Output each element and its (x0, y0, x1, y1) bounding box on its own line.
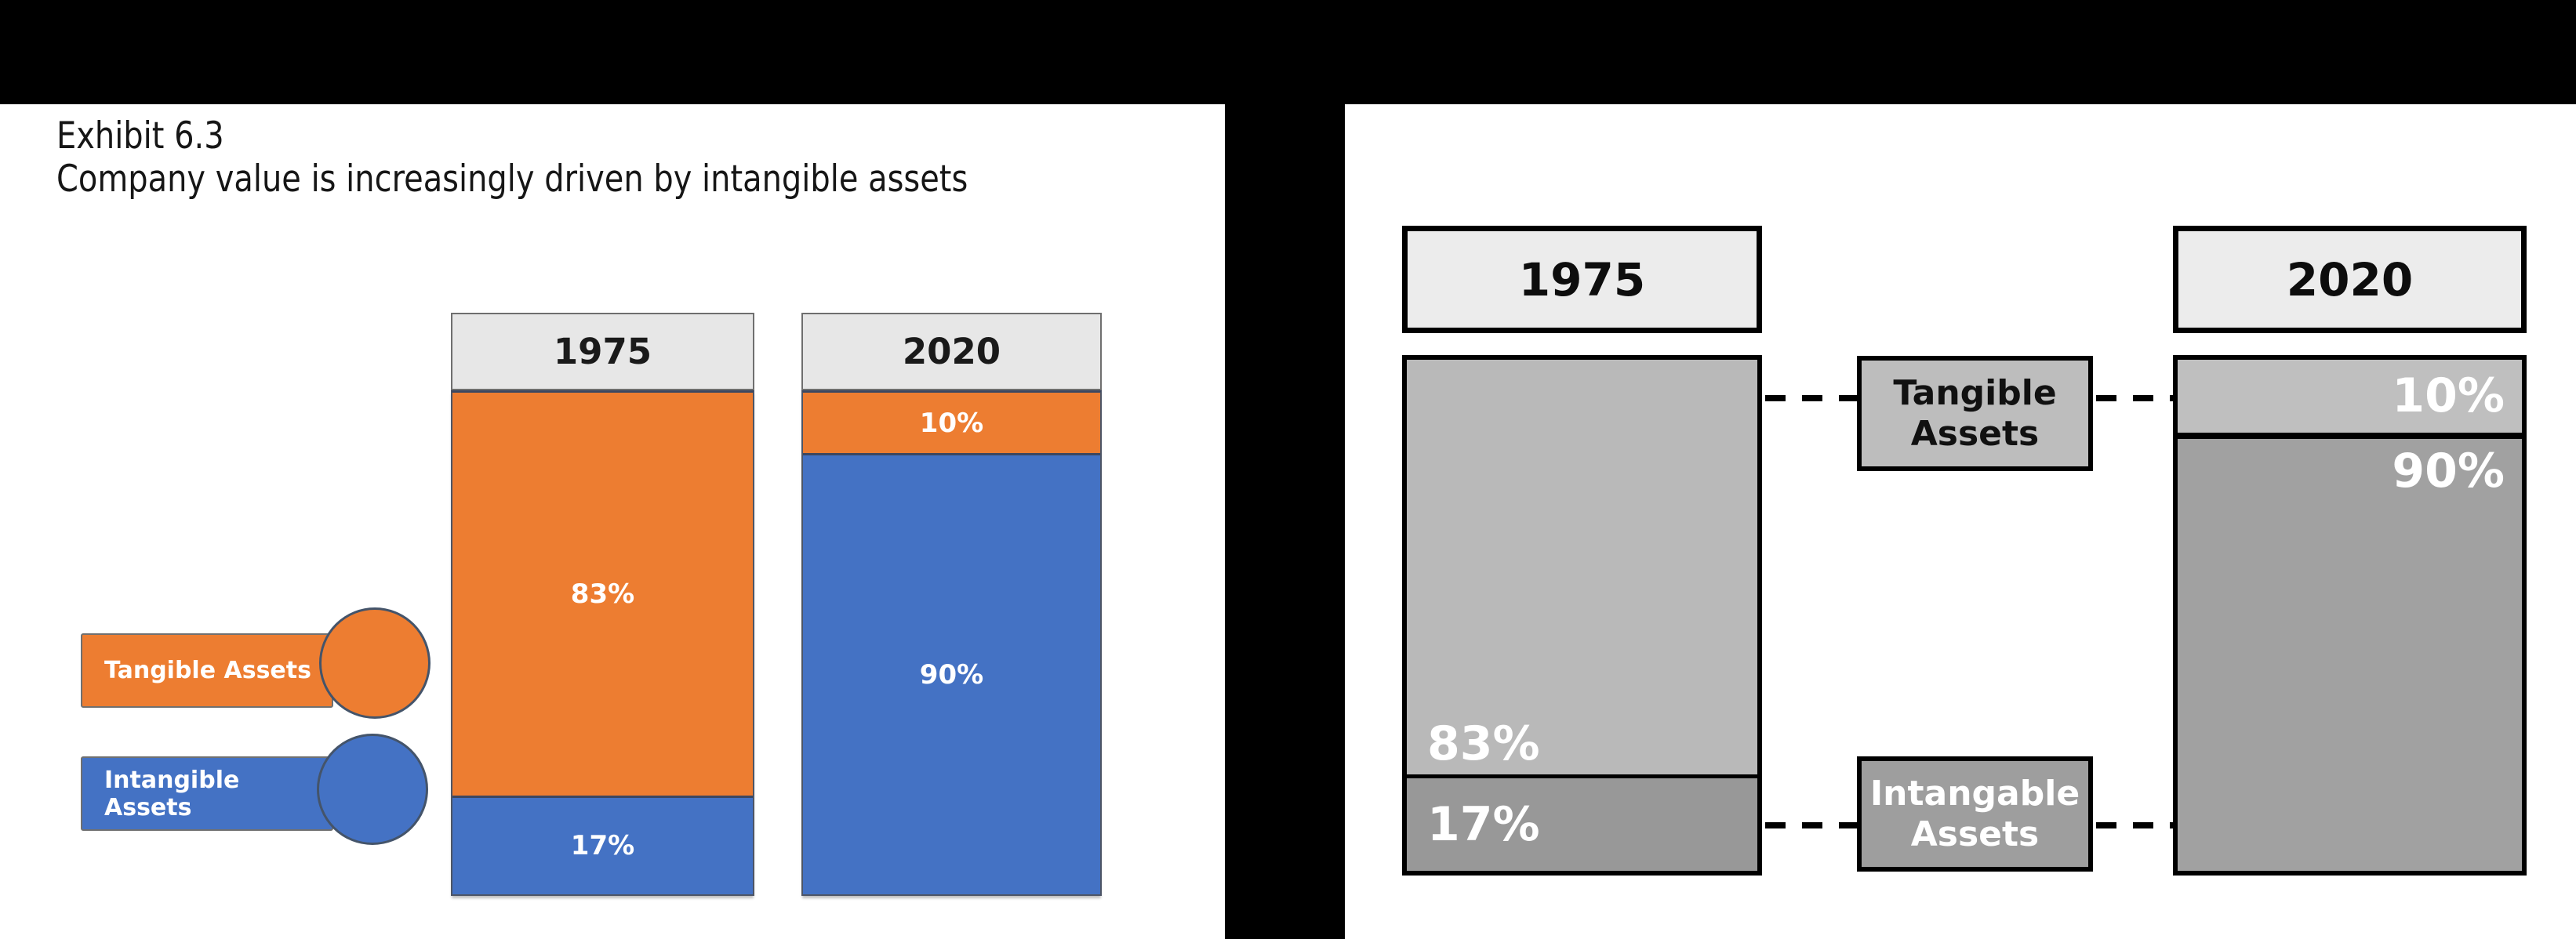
right-chart-bar-1975: 83% 17% (1402, 355, 1762, 876)
vertical-black-divider (1225, 0, 1345, 939)
left-chart-bar-2020: 10% 90% (801, 390, 1102, 896)
segment-tangible-1975: 83% (452, 393, 753, 796)
intangible-callout-line1: Intangable (1869, 773, 2080, 814)
exhibit-number: Exhibit 6.3 (56, 114, 224, 158)
left-chart-header-1975: 1975 (451, 313, 754, 390)
exhibit-title-block: Exhibit 6.3 Company value is increasingl… (56, 114, 968, 201)
tangible-callout-line2: Assets (1910, 413, 2040, 454)
intangible-legend-circle-icon (317, 734, 428, 845)
data-label-tangible-2020: 10% (919, 407, 984, 439)
left-chart-column-1975: 1975 83% 17% (451, 313, 754, 896)
right-data-label-83: 83% (1427, 716, 1540, 772)
right-chart-year-1975: 1975 (1518, 252, 1646, 306)
tangible-assets-callout-box: Tangible Assets (1857, 356, 2093, 471)
right-data-label-10: 10% (2392, 368, 2505, 424)
dashed-connector-top-left (1765, 395, 1857, 401)
dashed-connector-top-right (2096, 395, 2173, 401)
right-segment-tangible-2020: 10% (2178, 360, 2522, 433)
legend-label-intangible: Intangible Assets (104, 766, 240, 821)
legend-pill-tangible: Tangible Assets (81, 633, 333, 708)
right-segment-intangible-1975: 17% (1407, 774, 1757, 871)
data-label-intangible-1975: 17% (570, 830, 635, 862)
tangible-callout-line1: Tangible (1893, 372, 2057, 413)
segment-tangible-2020: 10% (803, 393, 1100, 454)
data-label-intangible-2020: 90% (919, 659, 984, 691)
left-chart-bar-1975: 83% 17% (451, 390, 754, 896)
data-label-tangible-1975: 83% (570, 578, 635, 610)
tangible-legend-circle-icon (319, 607, 431, 719)
intangable-assets-callout-box: Intangable Assets (1857, 756, 2093, 872)
legend-label-tangible: Tangible Assets (104, 657, 311, 684)
exhibit-subtitle: Company value is increasingly driven by … (56, 158, 968, 201)
dashed-connector-bottom-left (1765, 822, 1857, 828)
left-chart-year-2020: 2020 (902, 331, 1001, 372)
left-chart-year-1975: 1975 (553, 331, 652, 372)
right-segment-tangible-1975: 83% (1407, 360, 1757, 775)
right-data-label-17: 17% (1427, 797, 1540, 853)
right-data-label-90: 90% (2392, 443, 2505, 499)
legend-pill-intangible: Intangible Assets (81, 756, 333, 831)
right-segment-intangible-2020: 90% (2178, 432, 2522, 871)
right-chart-header-2020: 2020 (2173, 226, 2527, 333)
left-chart-column-2020: 2020 10% 90% (801, 313, 1102, 896)
segment-intangible-1975: 17% (452, 795, 753, 894)
right-chart-bar-2020: 10% 90% (2173, 355, 2527, 876)
segment-intangible-2020: 90% (803, 453, 1100, 894)
intangible-callout-line2: Assets (1910, 814, 2040, 854)
right-chart-header-1975: 1975 (1402, 226, 1762, 333)
left-chart-header-2020: 2020 (801, 313, 1102, 390)
right-chart-year-2020: 2020 (2286, 252, 2414, 306)
dashed-connector-bottom-right (2096, 822, 2173, 828)
